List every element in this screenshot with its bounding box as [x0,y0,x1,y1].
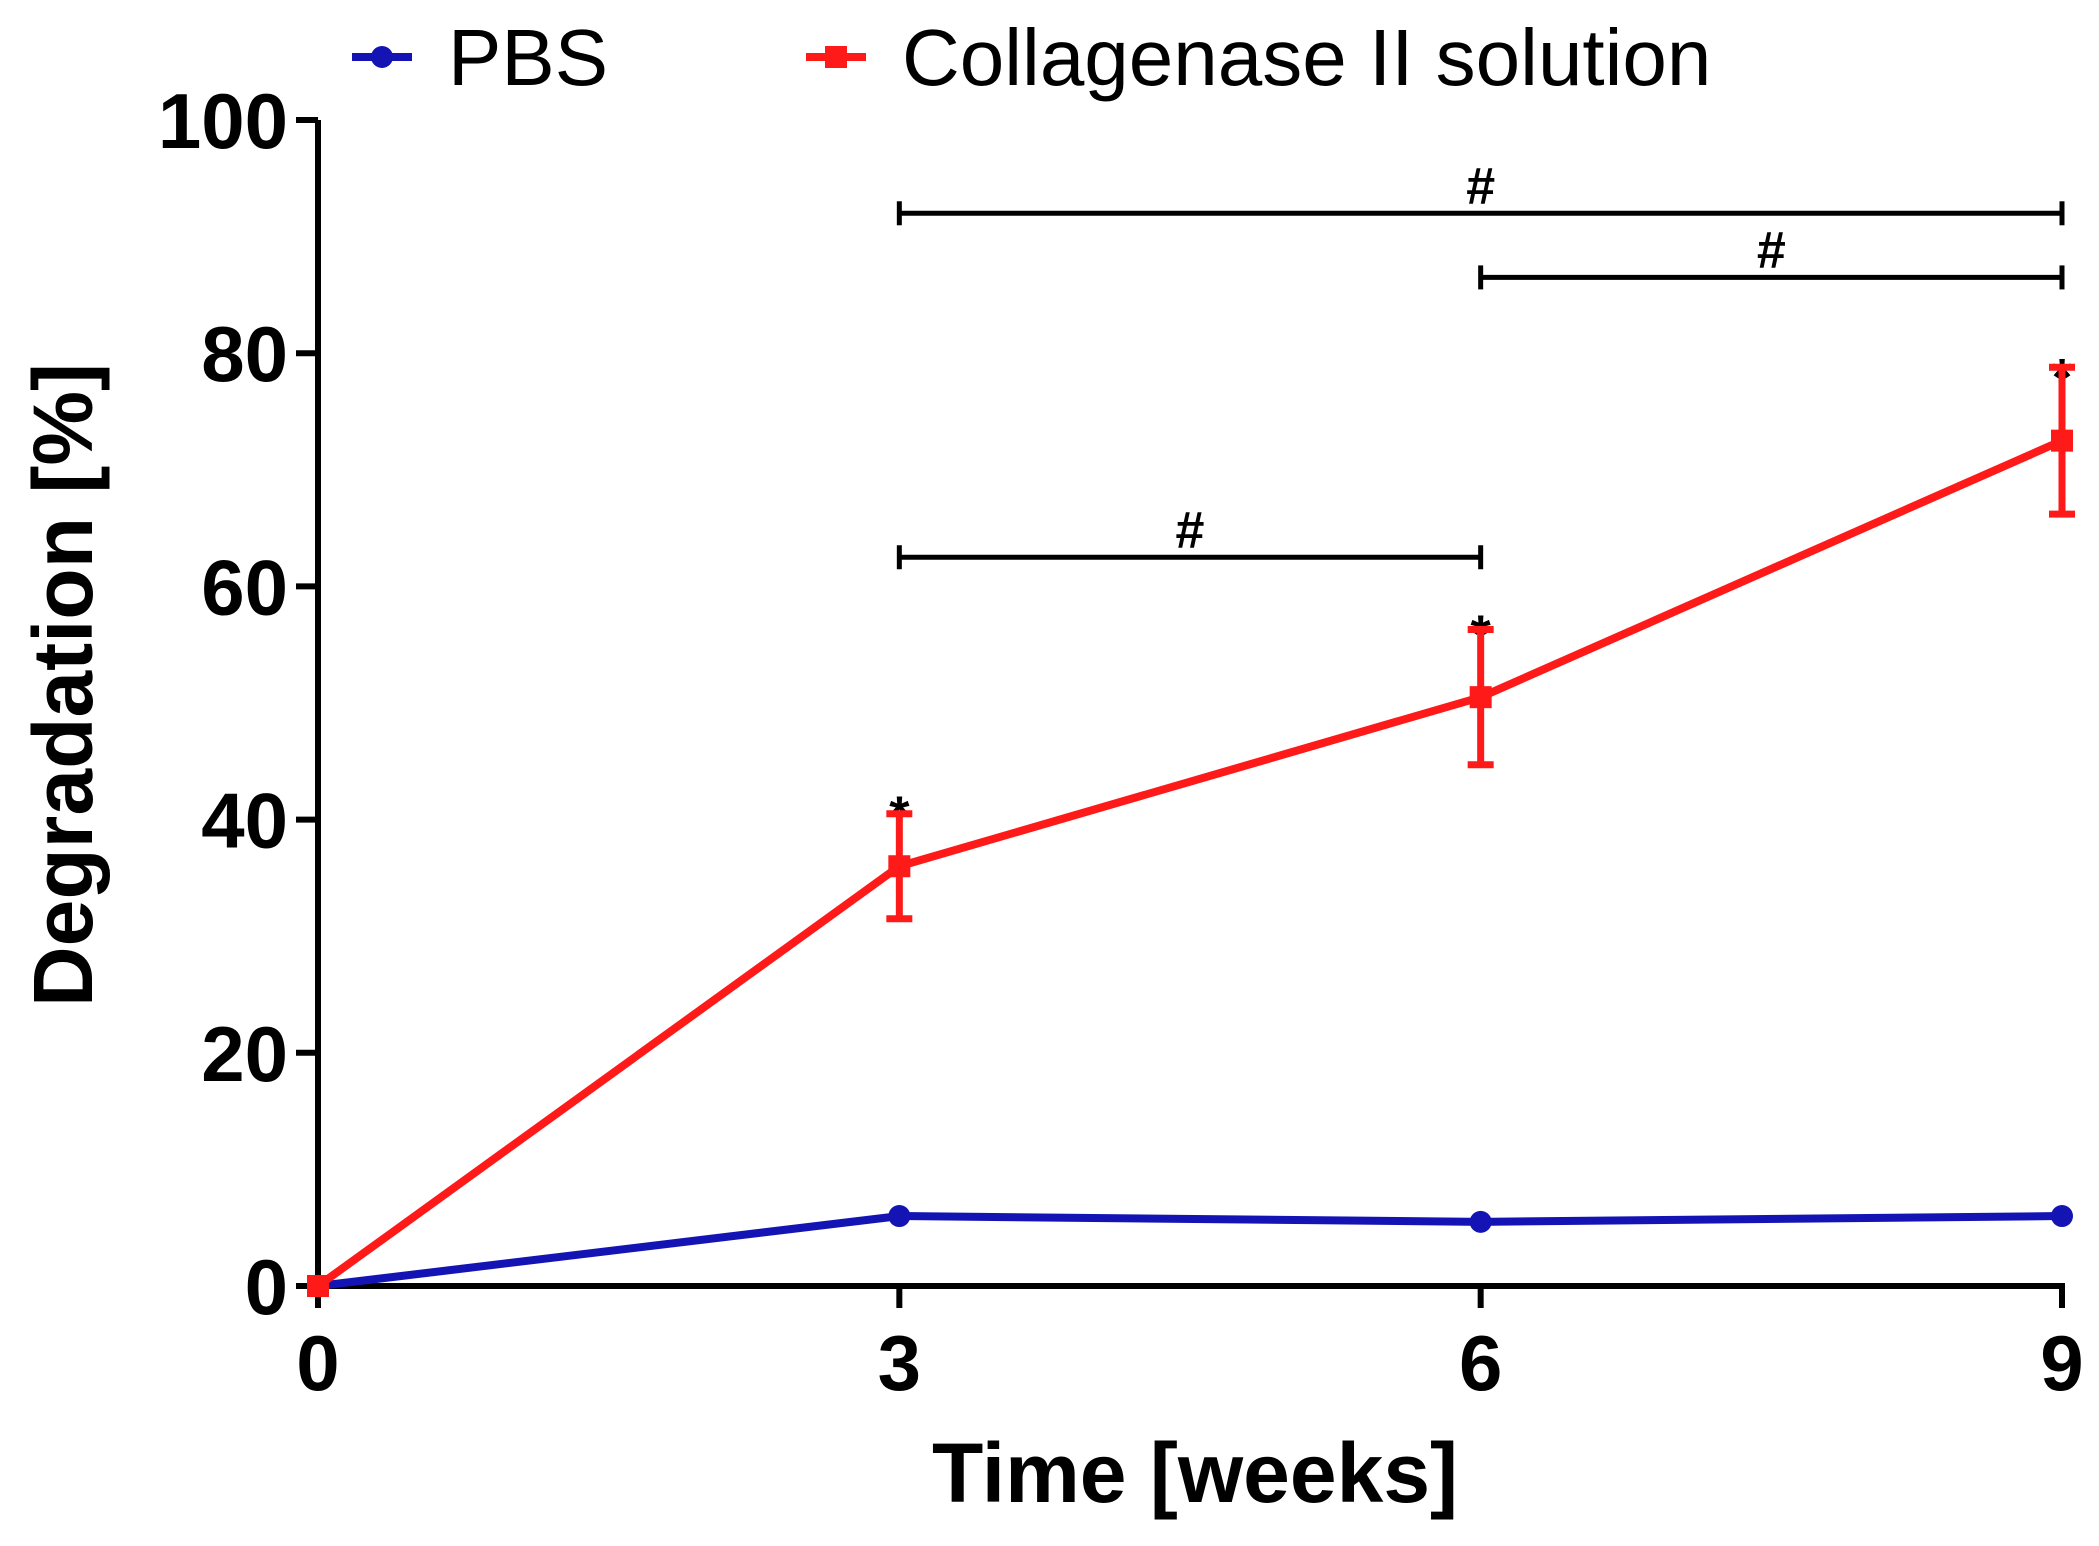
x-axis-title: Time [weeks] [932,1426,1458,1520]
data-point [307,1275,329,1297]
data-point [1469,1210,1492,1233]
legend-label: PBS [448,13,608,102]
y-tick-label: 60 [201,543,288,631]
data-point [888,1205,911,1228]
bracket-symbol: # [1757,221,1786,279]
y-tick-label: 20 [201,1010,288,1098]
data-point [1469,686,1492,709]
data-point [2051,429,2073,452]
data-point [888,855,911,878]
legend: PBS Collagenase II solution [352,13,1711,102]
y-tick-label: 100 [158,77,288,165]
series-layer [307,363,2075,1297]
y-axis-title: Degradation [%] [16,363,110,1007]
y-tick-label: 80 [201,310,288,398]
annotations: ###*** [889,157,2073,844]
bracket-symbol: # [1466,157,1495,215]
x-tick-label: 6 [1459,1319,1502,1407]
data-point [2051,1205,2073,1228]
bracket-symbol: # [1176,501,1205,559]
y-tick-label: 40 [201,777,288,865]
y-tick-label: 0 [245,1243,288,1331]
axes: 0 20 40 60 80 100 0 3 6 9 [158,77,2084,1407]
x-tick-label: 9 [2040,1319,2083,1407]
legend-label: Collagenase II solution [902,13,1711,102]
legend-marker [371,46,393,68]
x-tick-label: 3 [878,1319,921,1407]
legend-marker [825,46,847,68]
series-line [317,1212,2063,1290]
series-line [315,436,2064,1290]
x-tick-label: 0 [296,1319,339,1407]
